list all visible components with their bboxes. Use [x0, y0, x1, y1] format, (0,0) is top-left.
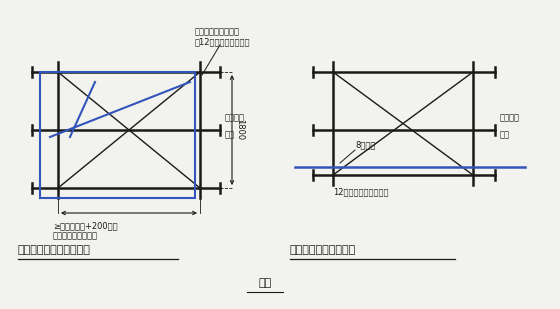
Text: 1800: 1800	[235, 120, 244, 141]
Text: 安全绿网: 安全绿网	[500, 113, 520, 122]
Text: 立杆通过穿墙螺杆洞
用12号铁丝固定于墙体: 立杆通过穿墙螺杆洞 用12号铁丝固定于墙体	[195, 27, 250, 46]
Bar	[40, 72, 195, 198]
Text: ≥窗洞口尺寸+200，根
据穿墙螺栓位置调节: ≥窗洞口尺寸+200，根 据穿墙螺栓位置调节	[53, 221, 118, 240]
Text: 窗洞口（室内临边）防护: 窗洞口（室内临边）防护	[18, 245, 91, 255]
Text: 阳台或落地窗洞口防护: 阳台或落地窗洞口防护	[290, 245, 356, 255]
Text: 安全绿网: 安全绿网	[225, 113, 245, 122]
Text: 钢管: 钢管	[500, 130, 510, 139]
Text: 12号膨胀螺丝楼板固定: 12号膨胀螺丝楼板固定	[333, 187, 389, 196]
Text: 8厚钢板: 8厚钢板	[355, 141, 375, 150]
Text: 钢管: 钢管	[225, 130, 235, 139]
Text: 图四: 图四	[258, 278, 272, 288]
